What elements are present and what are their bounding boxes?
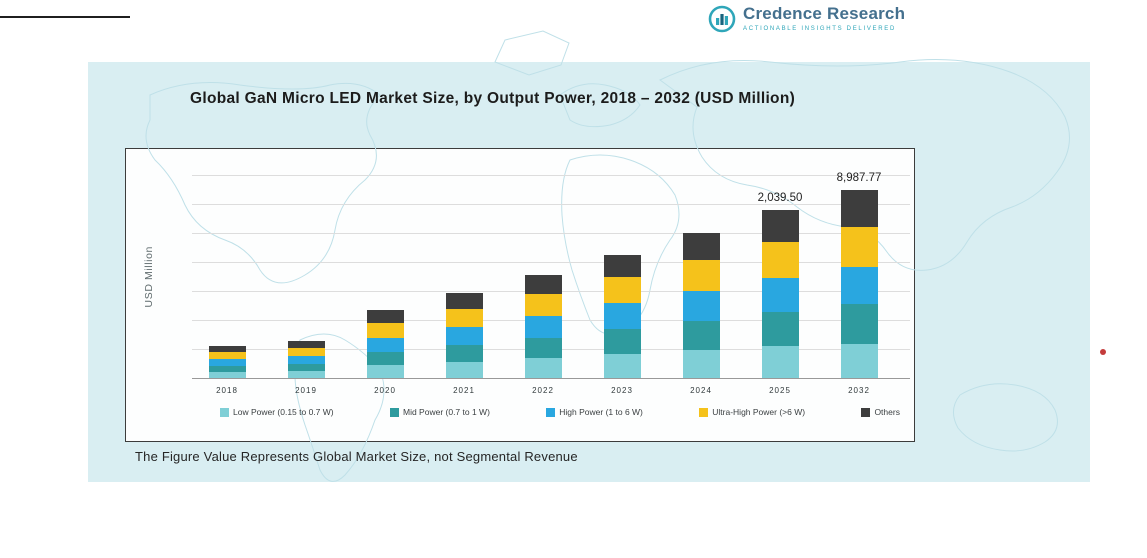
bar-segment — [366, 310, 404, 323]
x-tick-label: 2024 — [690, 386, 712, 395]
bar-segment — [366, 365, 404, 378]
bar-segment — [840, 267, 878, 304]
bar-total-label: 2,039.50 — [757, 192, 803, 204]
bar-segment — [603, 329, 641, 354]
top-accent-line — [0, 16, 130, 18]
bar-segment — [208, 352, 246, 359]
legend-item: High Power (1 to 6 W) — [546, 407, 643, 417]
red-dot-marker — [1100, 349, 1106, 355]
x-tick-label: 2023 — [611, 386, 633, 395]
x-tick-label: 2021 — [453, 386, 475, 395]
chart-footnote: The Figure Value Represents Global Marke… — [135, 449, 578, 464]
bar-segment — [761, 210, 799, 242]
bar-segment — [524, 316, 562, 338]
bar-segment — [287, 341, 325, 348]
bar-segment — [287, 356, 325, 364]
bar-segment — [682, 260, 720, 291]
bar-segment — [445, 327, 483, 345]
bar-segment — [840, 304, 878, 344]
logo-chart-icon — [708, 5, 736, 33]
bar-segment — [524, 294, 562, 316]
logo-text-block: Credence Research Actionable Insights De… — [743, 4, 906, 32]
stacked-bar-2024 — [682, 233, 720, 378]
bar-segment — [840, 190, 878, 227]
stacked-bar-2022 — [524, 275, 562, 378]
bar-segment — [208, 372, 246, 378]
bar-segment — [603, 277, 641, 303]
bar-segment — [761, 346, 799, 378]
bar-segment — [682, 350, 720, 378]
bar-segment — [761, 312, 799, 346]
legend-label: High Power (1 to 6 W) — [559, 407, 643, 417]
x-tick-label: 2018 — [216, 386, 238, 395]
gridline — [192, 204, 910, 205]
legend-item: Mid Power (0.7 to 1 W) — [390, 407, 490, 417]
gridline — [192, 175, 910, 176]
bar-segment — [366, 323, 404, 338]
stacked-bar-2032 — [840, 190, 878, 378]
bar-segment — [208, 359, 246, 366]
legend-item: Ultra-High Power (>6 W) — [699, 407, 805, 417]
legend: Low Power (0.15 to 0.7 W) Mid Power (0.7 … — [220, 407, 900, 417]
bar-segment — [208, 346, 246, 352]
bar-segment — [208, 366, 246, 372]
bar-segment — [603, 255, 641, 277]
stacked-bar-2025 — [761, 210, 799, 378]
bar-segment — [840, 227, 878, 267]
x-tick-label: 2032 — [848, 386, 870, 395]
bar-segment — [682, 233, 720, 260]
bar-segment — [761, 278, 799, 312]
bar-segment — [682, 291, 720, 321]
gridline — [192, 262, 910, 263]
bar-segment — [366, 352, 404, 365]
chart-area: USD Million 2018 2019 2020 2021 2022 2023 2024… — [125, 148, 915, 442]
stacked-bar-2021 — [445, 293, 483, 378]
y-axis-label: USD Million — [143, 246, 155, 308]
brand-name: Credence Research — [743, 4, 906, 23]
bar-segment — [445, 293, 483, 309]
legend-label: Ultra-High Power (>6 W) — [712, 407, 806, 417]
bar-total-label: 8,987.77 — [836, 172, 882, 184]
x-tick-label: 2019 — [295, 386, 317, 395]
legend-label: Mid Power (0.7 to 1 W) — [403, 407, 490, 417]
bar-segment — [840, 344, 878, 378]
bar-segment — [682, 321, 720, 350]
legend-swatch — [220, 407, 229, 417]
bar-segment — [524, 358, 562, 378]
plot-area: 2018 2019 2020 2021 2022 2023 2024 2025 2032 2,03… — [192, 148, 910, 442]
legend-label: Others — [874, 407, 900, 417]
bar-segment — [445, 362, 483, 378]
stacked-bar-2019 — [287, 341, 325, 378]
bar-segment — [524, 338, 562, 358]
bar-segment — [287, 371, 325, 378]
stacked-bar-2023 — [603, 255, 641, 378]
legend-swatch — [699, 407, 709, 417]
stacked-bar-2020 — [366, 310, 404, 378]
x-axis-line — [192, 378, 910, 379]
chart-title: Global GaN Micro LED Market Size, by Out… — [190, 90, 796, 107]
x-tick-label: 2025 — [769, 386, 791, 395]
credence-research-logo: Credence Research Actionable Insights De… — [708, 4, 906, 33]
x-tick-label: 2022 — [532, 386, 554, 395]
legend-item: Others — [861, 407, 900, 417]
legend-swatch — [861, 407, 871, 417]
legend-label: Low Power (0.15 to 0.7 W) — [233, 407, 334, 417]
gridline — [192, 233, 910, 234]
bar-segment — [603, 303, 641, 329]
bar-segment — [761, 242, 799, 278]
stacked-bar-2018 — [208, 346, 246, 378]
legend-swatch — [546, 407, 556, 417]
legend-swatch — [390, 407, 399, 417]
bar-segment — [603, 354, 641, 378]
bar-segment — [524, 275, 562, 294]
bar-segment — [287, 348, 325, 356]
bar-segment — [287, 364, 325, 371]
legend-item: Low Power (0.15 to 0.7 W) — [220, 407, 334, 417]
bar-segment — [366, 338, 404, 352]
bar-segment — [445, 309, 483, 327]
bar-segment — [445, 345, 483, 362]
x-tick-label: 2020 — [374, 386, 396, 395]
brand-tagline: Actionable Insights Delivered — [743, 25, 896, 32]
